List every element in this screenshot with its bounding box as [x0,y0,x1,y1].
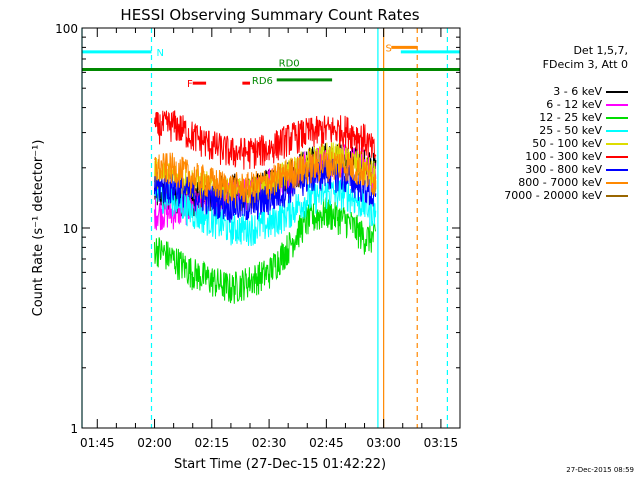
x-tick-label: 03:00 [366,436,401,450]
series-line-3 [154,178,377,247]
legend-entry: 100 - 300 keV [470,150,640,163]
legend: 3 - 6 keV 6 - 12 keV 12 - 25 keV 25 - 50 ke… [470,85,640,202]
series-line-2 [154,197,377,304]
y-tick-label: 10 [63,222,78,236]
flag-label-RD0: RD0 [279,59,300,70]
legend-swatch [606,117,628,119]
x-tick-label: 02:15 [195,436,230,450]
legend-header-line-1: Det 1,5,7, [573,44,628,57]
legend-swatch [606,195,628,197]
legend-entry: 12 - 25 keV [470,111,640,124]
legend-entry: 6 - 12 keV [470,98,640,111]
legend-label: 300 - 800 keV [525,163,602,176]
legend-entry: 300 - 800 keV [470,163,640,176]
x-tick-label: 02:00 [137,436,172,450]
x-axis-label: Start Time (27-Dec-15 01:42:22) [174,457,386,472]
legend-swatch [606,104,628,106]
y-tick-label: 100 [55,22,78,36]
legend-entry: 50 - 100 keV [470,137,640,150]
y-axis-label: Count Rate (s⁻¹ detector⁻¹) [31,140,46,317]
legend-label: 100 - 300 keV [525,150,602,163]
legend-swatch [606,143,628,145]
series-line-5 [154,110,377,170]
legend-swatch [606,156,628,158]
legend-entry: 7000 - 20000 keV [470,189,640,202]
legend-swatch [606,182,628,184]
x-tick-label: 01:45 [80,436,115,450]
series-line-7 [154,149,377,205]
flag-label-F: F [187,79,193,90]
legend-label: 3 - 6 keV [553,85,602,98]
legend-label: 25 - 50 keV [539,124,602,137]
legend-header-line-2: FDecim 3, Att 0 [542,58,628,71]
footer-timestamp: 27-Dec-2015 08:59 [566,466,634,474]
legend-label: 12 - 25 keV [539,111,602,124]
legend-entry: 3 - 6 keV [470,85,640,98]
flag-label-N: N [156,48,163,59]
y-tick-label: 1 [70,422,78,436]
legend-swatch [606,169,628,171]
legend-label: 50 - 100 keV [532,137,602,150]
x-tick-label: 02:30 [252,436,287,450]
legend-label: 6 - 12 keV [546,98,602,111]
legend-label: 7000 - 20000 keV [504,189,602,202]
legend-swatch [606,91,628,93]
legend-swatch [606,130,628,132]
axes-layer: 1 10 100 01:45 02:00 02:15 02:30 02:45 03:00 03:1… [55,22,460,450]
flag-label-RD6: RD6 [252,76,273,87]
legend-entry: 800 - 7000 keV [470,176,640,189]
x-tick-label: 02:45 [309,436,344,450]
legend-label: 800 - 7000 keV [518,176,602,189]
chart-title: HESSI Observing Summary Count Rates [120,6,419,24]
flag-label-S: S [386,43,392,54]
x-tick-label: 03:15 [424,436,459,450]
data-layer: N S F RD0 RD6 [81,28,460,428]
legend-entry: 25 - 50 keV [470,124,640,137]
